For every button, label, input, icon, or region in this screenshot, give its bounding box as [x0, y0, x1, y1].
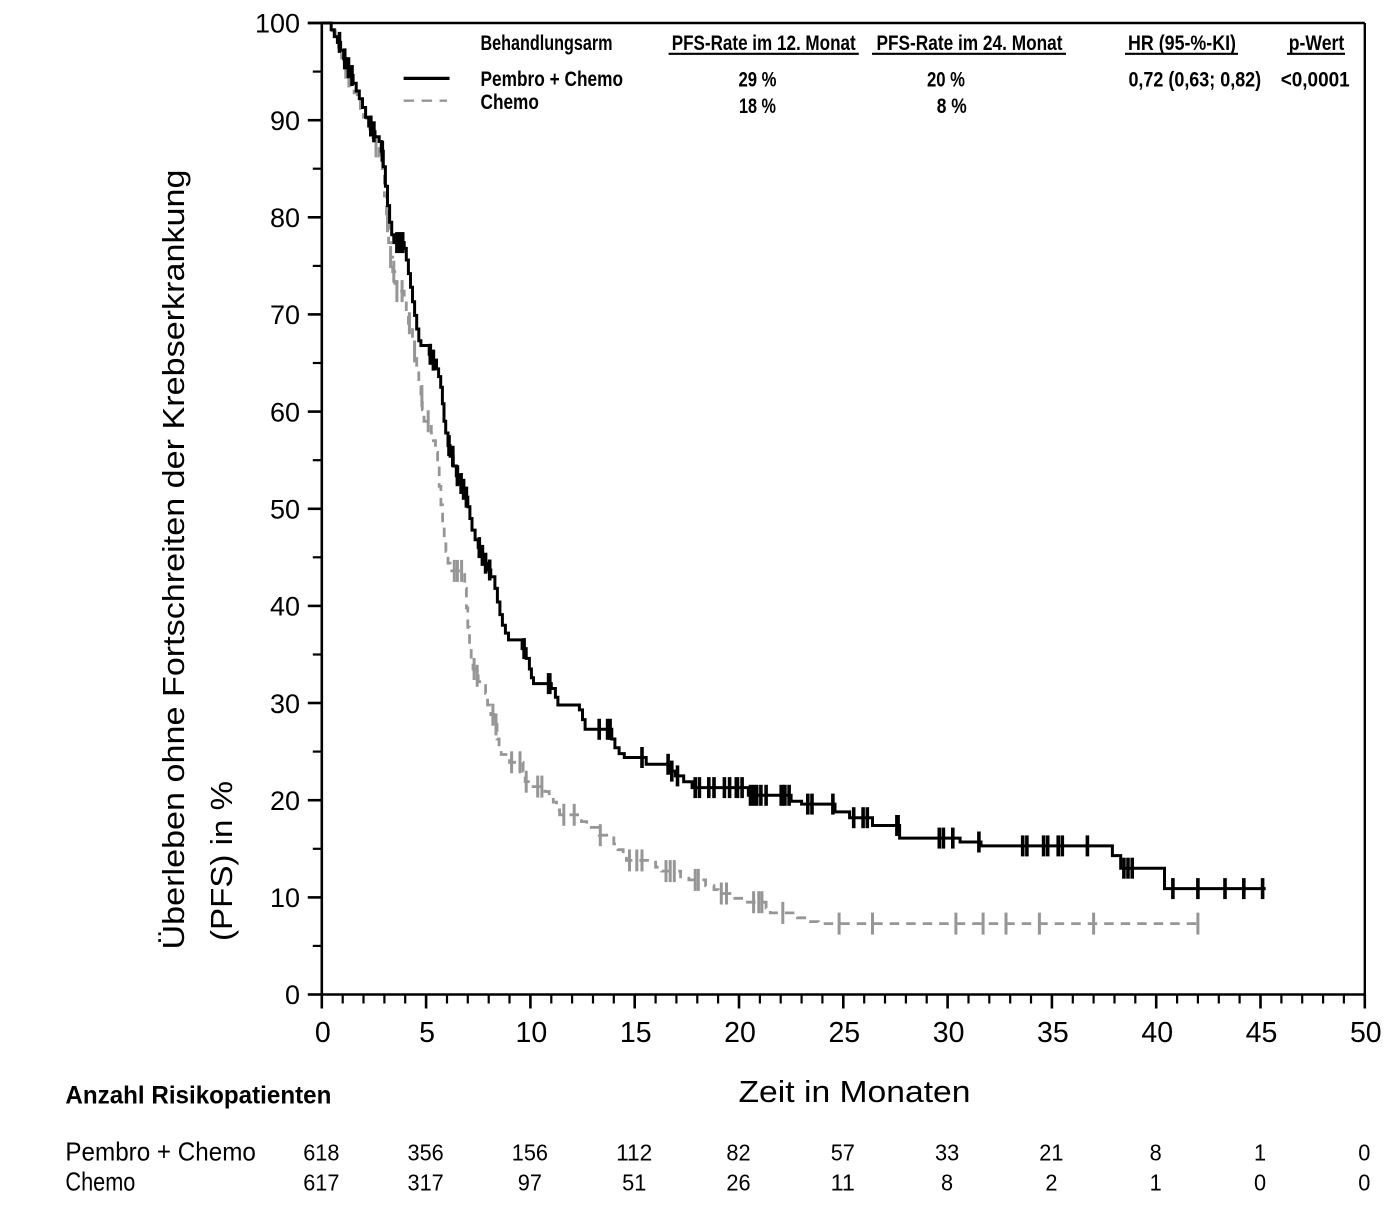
svg-text:30: 30: [270, 689, 300, 719]
svg-text:82: 82: [726, 1140, 750, 1166]
svg-text:(PFS) in %: (PFS) in %: [204, 781, 239, 941]
svg-text:20: 20: [724, 1017, 756, 1049]
svg-text:0: 0: [1358, 1170, 1370, 1196]
svg-text:PFS-Rate im 12. Monat: PFS-Rate im 12. Monat: [672, 32, 856, 55]
svg-text:Zeit in Monaten: Zeit in Monaten: [739, 1074, 971, 1109]
svg-text:618: 618: [303, 1140, 339, 1166]
svg-text:45: 45: [1246, 1017, 1278, 1049]
svg-text:70: 70: [270, 300, 300, 330]
svg-text:40: 40: [1141, 1017, 1173, 1049]
svg-text:HR (95-%-KI): HR (95-%-KI): [1128, 32, 1236, 55]
svg-text:0: 0: [1358, 1140, 1370, 1166]
svg-text:Pembro + Chemo: Pembro + Chemo: [481, 68, 624, 91]
svg-text:112: 112: [616, 1140, 652, 1166]
svg-text:8 %: 8 %: [937, 95, 967, 118]
svg-text:PFS-Rate im 24. Monat: PFS-Rate im 24. Monat: [877, 32, 1063, 55]
svg-text:8: 8: [941, 1170, 953, 1196]
svg-text:Pembro + Chemo: Pembro + Chemo: [65, 1137, 256, 1167]
svg-text:26: 26: [726, 1170, 750, 1196]
svg-text:10: 10: [270, 883, 300, 913]
svg-text:50: 50: [1350, 1017, 1382, 1049]
svg-text:100: 100: [255, 9, 300, 39]
svg-text:156: 156: [512, 1140, 548, 1166]
svg-text:18 %: 18 %: [739, 95, 776, 118]
svg-text:29 %: 29 %: [739, 68, 777, 91]
svg-text:11: 11: [831, 1170, 855, 1196]
svg-text:617: 617: [303, 1170, 339, 1196]
svg-text:Überleben ohne Fortschreiten d: Überleben ohne Fortschreiten der Krebser…: [156, 170, 191, 950]
svg-text:57: 57: [831, 1140, 855, 1166]
svg-text:317: 317: [408, 1170, 444, 1196]
svg-text:5: 5: [419, 1017, 435, 1049]
svg-text:1: 1: [1150, 1170, 1162, 1196]
svg-text:80: 80: [270, 203, 300, 233]
svg-text:2: 2: [1045, 1170, 1057, 1196]
svg-text:Chemo: Chemo: [481, 91, 539, 114]
svg-text:Behandlungsarm: Behandlungsarm: [481, 32, 613, 55]
svg-text:15: 15: [620, 1017, 652, 1049]
svg-text:0: 0: [315, 1017, 331, 1049]
svg-text:21: 21: [1039, 1140, 1063, 1166]
svg-text:0: 0: [285, 980, 300, 1010]
svg-text:0: 0: [1254, 1170, 1266, 1196]
svg-text:20: 20: [270, 786, 300, 816]
svg-text:30: 30: [933, 1017, 965, 1049]
svg-text:25: 25: [828, 1017, 860, 1049]
svg-text:50: 50: [270, 495, 300, 525]
svg-text:Anzahl Risikopatienten: Anzahl Risikopatienten: [65, 1082, 331, 1110]
svg-text:0,72 (0,63; 0,82): 0,72 (0,63; 0,82): [1128, 68, 1261, 91]
svg-text:90: 90: [270, 106, 300, 136]
svg-text:Chemo: Chemo: [65, 1167, 135, 1197]
svg-text:356: 356: [408, 1140, 444, 1166]
svg-text:p-Wert: p-Wert: [1289, 32, 1345, 55]
svg-text:<0,0001: <0,0001: [1281, 68, 1350, 91]
svg-text:51: 51: [622, 1170, 646, 1196]
svg-text:97: 97: [518, 1170, 542, 1196]
svg-text:20 %: 20 %: [927, 68, 965, 91]
svg-text:1: 1: [1254, 1140, 1266, 1166]
svg-text:10: 10: [516, 1017, 548, 1049]
svg-text:60: 60: [270, 397, 300, 427]
svg-text:33: 33: [935, 1140, 959, 1166]
svg-text:8: 8: [1150, 1140, 1162, 1166]
svg-text:40: 40: [270, 592, 300, 622]
svg-text:35: 35: [1037, 1017, 1069, 1049]
